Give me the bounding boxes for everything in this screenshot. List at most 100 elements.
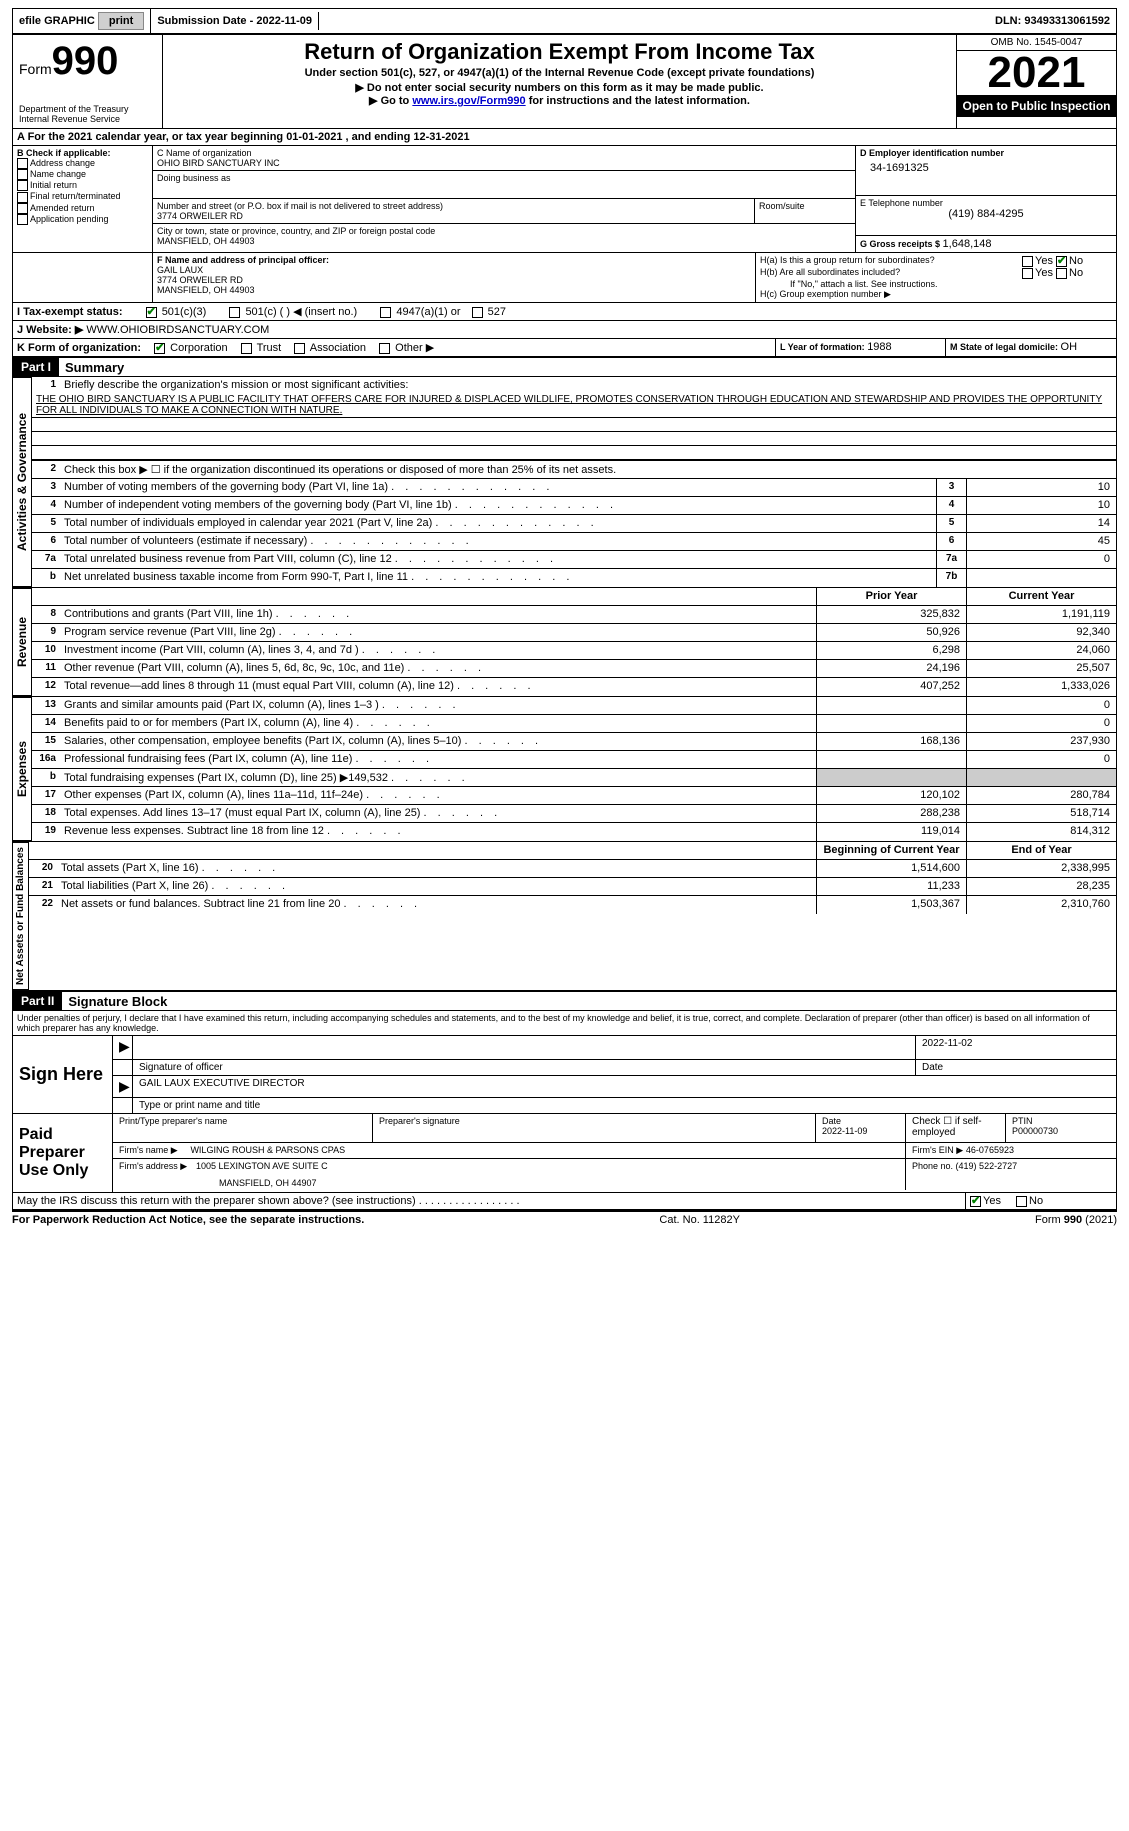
sign-here-block: Sign Here ▶ 2022-11-02 Signature of offi… — [12, 1036, 1117, 1114]
print-button[interactable]: print — [98, 12, 144, 30]
ein-label: D Employer identification number — [860, 148, 1112, 158]
check-amended-return[interactable] — [17, 203, 28, 214]
efile-label: efile GRAPHIC print — [13, 9, 151, 33]
prep-date-label: Date — [822, 1116, 899, 1126]
mission-text: THE OHIO BIRD SANCTUARY IS A PUBLIC FACI… — [32, 393, 1116, 418]
h-c: H(c) Group exemption number ▶ — [760, 289, 1112, 300]
gross-label: G Gross receipts $ — [860, 239, 943, 249]
website-label: J Website: ▶ — [17, 324, 86, 336]
dba-label: Doing business as — [157, 173, 851, 183]
paid-preparer-block: Paid Preparer Use Only Print/Type prepar… — [12, 1114, 1117, 1193]
summary-line: 16a Professional fundraising fees (Part … — [32, 751, 1116, 769]
discuss-yes[interactable] — [970, 1196, 981, 1207]
summary-line: 18 Total expenses. Add lines 13–17 (must… — [32, 805, 1116, 823]
h-b: H(b) Are all subordinates included? — [760, 267, 1022, 279]
addr: 3774 ORWEILER RD — [157, 211, 750, 221]
mission-label: Briefly describe the organization's miss… — [60, 377, 1116, 393]
self-employed-check[interactable]: Check ☐ if self-employed — [906, 1114, 1006, 1142]
summary-line: 15 Salaries, other compensation, employe… — [32, 733, 1116, 751]
summary-line: b Net unrelated business taxable income … — [32, 569, 1116, 587]
check-name-change[interactable] — [17, 169, 28, 180]
dept-label: Department of the Treasury — [19, 104, 156, 114]
summary-line: 22 Net assets or fund balances. Subtract… — [29, 896, 1116, 914]
officer-city: MANSFIELD, OH 44903 — [157, 285, 751, 295]
firm-addr2: MANSFIELD, OH 44907 — [219, 1178, 899, 1188]
discuss-text: May the IRS discuss this return with the… — [17, 1195, 416, 1207]
info-block: B Check if applicable: Address change Na… — [12, 146, 1117, 253]
org-name: OHIO BIRD SANCTUARY INC — [157, 158, 851, 168]
firm-ein: 46-0765923 — [966, 1145, 1014, 1155]
prep-name-label: Print/Type preparer's name — [119, 1116, 366, 1126]
ha-yes[interactable] — [1022, 256, 1033, 267]
dln: DLN: 93493313061592 — [989, 12, 1116, 30]
summary-line: 8 Contributions and grants (Part VIII, l… — [32, 606, 1116, 624]
check-address-change[interactable] — [17, 158, 28, 169]
officer-name: GAIL LAUX — [157, 265, 751, 275]
officer-printed-name: GAIL LAUX EXECUTIVE DIRECTOR — [133, 1076, 1116, 1097]
summary-line: 14 Benefits paid to or for members (Part… — [32, 715, 1116, 733]
check-501c3[interactable] — [146, 307, 157, 318]
summary-line: 19 Revenue less expenses. Subtract line … — [32, 823, 1116, 841]
ptin-label: PTIN — [1012, 1116, 1110, 1126]
state-domicile: OH — [1061, 341, 1078, 353]
hb-no[interactable] — [1056, 268, 1067, 279]
revenue-section: Revenue Prior Year Current Year 8 Contri… — [12, 587, 1117, 696]
summary-line: 11 Other revenue (Part VIII, column (A),… — [32, 660, 1116, 678]
h-b-note: If "No," attach a list. See instructions… — [760, 279, 1112, 289]
date-label: Date — [916, 1060, 1116, 1075]
tax-year: 2021 — [957, 51, 1116, 95]
prep-sig-label: Preparer's signature — [379, 1116, 809, 1126]
phone-value: (419) 884-4295 — [860, 208, 1112, 220]
check-527[interactable] — [472, 307, 483, 318]
addr-label: Number and street (or P.O. box if mail i… — [157, 201, 750, 211]
check-501c[interactable] — [229, 307, 240, 318]
prep-date: 2022-11-09 — [822, 1126, 899, 1136]
sign-here-label: Sign Here — [13, 1036, 113, 1113]
paid-preparer-label: Paid Preparer Use Only — [13, 1114, 113, 1192]
form-header: Form990 Department of the Treasury Inter… — [12, 34, 1117, 128]
room-label: Room/suite — [759, 201, 851, 211]
summary-line: 17 Other expenses (Part IX, column (A), … — [32, 787, 1116, 805]
summary-line: 5 Total number of individuals employed i… — [32, 515, 1116, 533]
activities-section: Activities & Governance 1Briefly describ… — [12, 377, 1117, 587]
check-assoc[interactable] — [294, 343, 305, 354]
irs-label: Internal Revenue Service — [19, 114, 156, 124]
side-activities: Activities & Governance — [13, 377, 32, 587]
box-m-label: M State of legal domicile: — [950, 342, 1061, 352]
col-prior: Prior Year — [816, 588, 966, 605]
firm-addr1: 1005 LEXINGTON AVE SUITE C — [196, 1161, 328, 1171]
col-curr: Current Year — [966, 588, 1116, 605]
firm-name-label: Firm's name ▶ — [119, 1145, 178, 1155]
city: MANSFIELD, OH 44903 — [157, 236, 851, 246]
subtitle-3: ▶ Go to www.irs.gov/Form990 for instruct… — [167, 94, 952, 107]
website-row: J Website: ▶ WWW.OHIOBIRDSANCTUARY.COM — [12, 321, 1117, 339]
side-revenue: Revenue — [13, 588, 32, 696]
line2-text: Check this box ▶ ☐ if the organization d… — [60, 461, 1116, 478]
hb-yes[interactable] — [1022, 268, 1033, 279]
footer-mid: Cat. No. 11282Y — [659, 1214, 740, 1226]
part1-header: Part I Summary — [12, 357, 1117, 377]
discuss-no[interactable] — [1016, 1196, 1027, 1207]
check-corp[interactable] — [154, 343, 165, 354]
irs-link[interactable]: www.irs.gov/Form990 — [412, 95, 525, 107]
sig-officer-label: Signature of officer — [133, 1060, 916, 1075]
firm-name: WILGING ROUSH & PARSONS CPAS — [190, 1145, 345, 1155]
summary-line: b Total fundraising expenses (Part IX, c… — [32, 769, 1116, 787]
check-other[interactable] — [379, 343, 390, 354]
subtitle-2: ▶ Do not enter social security numbers o… — [167, 81, 952, 94]
check-final-return[interactable] — [17, 192, 28, 203]
firm-addr-label: Firm's address ▶ — [119, 1161, 187, 1171]
city-label: City or town, state or province, country… — [157, 226, 851, 236]
submission-date: Submission Date - 2022-11-09 — [151, 12, 319, 30]
box-i-label: I Tax-exempt status: — [17, 306, 123, 318]
check-4947[interactable] — [380, 307, 391, 318]
summary-line: 6 Total number of volunteers (estimate i… — [32, 533, 1116, 551]
check-trust[interactable] — [241, 343, 252, 354]
officer-block: F Name and address of principal officer:… — [12, 253, 1117, 303]
ha-no[interactable] — [1056, 256, 1067, 267]
col-eoy: End of Year — [966, 842, 1116, 859]
top-bar: efile GRAPHIC print Submission Date - 20… — [12, 8, 1117, 34]
check-app-pending[interactable] — [17, 214, 28, 225]
check-initial-return[interactable] — [17, 180, 28, 191]
form-title: Return of Organization Exempt From Incom… — [167, 39, 952, 65]
